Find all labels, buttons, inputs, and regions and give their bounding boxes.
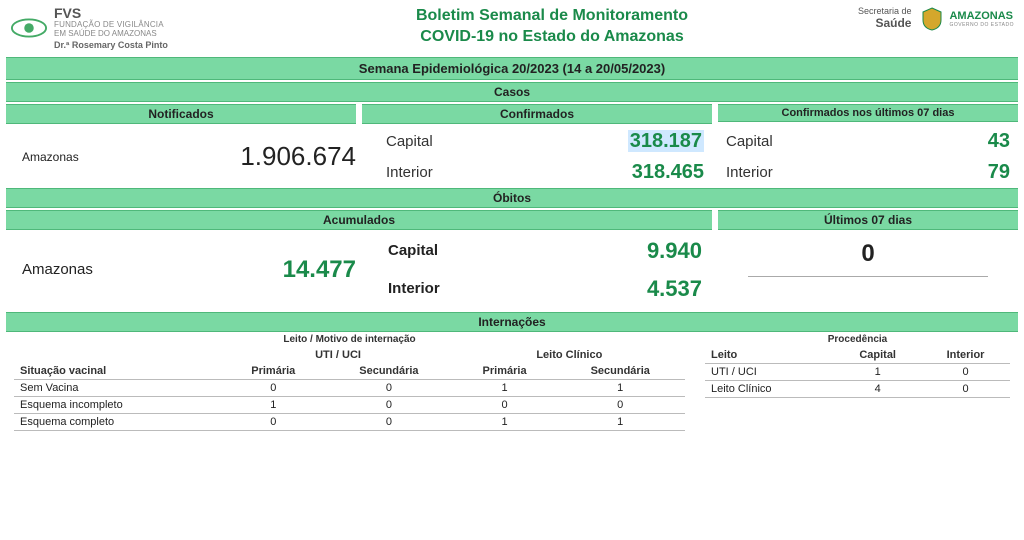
table-row: Sem Vacina 0 0 1 1 — [14, 379, 685, 396]
header: FVS FUNDAÇÃO DE VIGILÂNCIA EM SAÚDE DO A… — [0, 0, 1024, 55]
uti-hdr: UTI / UCI — [222, 347, 453, 363]
acum-hdr: Acumulados — [6, 210, 712, 230]
obitos-amazonas-lbl: Amazonas — [22, 261, 93, 278]
org-line2: EM SAÚDE DO AMAZONAS — [54, 30, 168, 39]
obitos-capital-lbl: Capital — [388, 242, 438, 259]
conf7-hdr: Confirmados nos últimos 07 dias — [718, 104, 1018, 122]
saude-top: Secretaria de — [858, 6, 912, 16]
notif-amazonas-lbl: Amazonas — [22, 150, 79, 164]
table-row: UTI / UCI 1 0 — [705, 363, 1010, 380]
table-row: Leito Clínico 4 0 — [705, 380, 1010, 397]
page-title: Boletim Semanal de Monitoramento COVID-1… — [270, 6, 834, 48]
cli-primaria-hdr: Primária — [454, 363, 556, 380]
conf-capital-lbl: Capital — [386, 133, 433, 150]
proced-hdr: Procedência — [705, 334, 1010, 347]
org-abbrev: FVS — [54, 6, 168, 21]
week-band: Semana Epidemiológica 20/2023 (14 a 20/0… — [6, 57, 1018, 80]
saude-main: Saúde — [858, 17, 912, 30]
obitos-interior-val: 4.537 — [647, 276, 702, 302]
eye-icon — [10, 15, 48, 41]
ult7-hdr: Últimos 07 dias — [718, 210, 1018, 230]
situacao-hdr: Situação vacinal — [14, 363, 222, 380]
title-line2: COVID-19 no Estado do Amazonas — [270, 27, 834, 48]
casos-band: Casos — [6, 82, 1018, 102]
amazonas-sub: GOVERNO DO ESTADO — [949, 22, 1014, 28]
conf-interior-val: 318.465 — [632, 161, 704, 184]
conf7-capital-lbl: Capital — [726, 133, 773, 150]
clinico-hdr: Leito Clínico — [454, 347, 685, 363]
logo-fvs: FVS FUNDAÇÃO DE VIGILÂNCIA EM SAÚDE DO A… — [10, 6, 270, 51]
obitos-ult7-val: 0 — [748, 232, 988, 277]
obitos-capital-val: 9.940 — [647, 238, 702, 264]
org-name: Dr.ª Rosemary Costa Pinto — [54, 41, 168, 51]
conf-interior-lbl: Interior — [386, 164, 433, 181]
uti-primaria-hdr: Primária — [222, 363, 324, 380]
obitos-band: Óbitos — [6, 188, 1018, 208]
leito-hdr: Leito — [705, 347, 834, 364]
proc-capital-hdr: Capital — [834, 347, 921, 364]
crest-icon — [919, 6, 945, 32]
leito-motivo-hdr: Leito / Motivo de internação — [14, 334, 685, 347]
intern-left-table: Leito / Motivo de internação UTI / UCI L… — [14, 334, 685, 431]
obitos-total: 14.477 — [283, 256, 356, 284]
logo-right: Secretaria de Saúde AMAZONAS GOVERNO DO … — [834, 6, 1014, 32]
notif-hdr: Notificados — [6, 104, 356, 124]
conf-capital-val: 318.187 — [628, 130, 704, 152]
cli-secundaria-hdr: Secundária — [555, 363, 685, 380]
table-row: Esquema incompleto 1 0 0 0 — [14, 396, 685, 413]
conf-hdr: Confirmados — [362, 104, 712, 124]
conf7-capital-val: 43 — [988, 130, 1010, 153]
uti-secundaria-hdr: Secundária — [324, 363, 454, 380]
proc-interior-hdr: Interior — [921, 347, 1010, 364]
title-line1: Boletim Semanal de Monitoramento — [270, 6, 834, 27]
conf7-interior-val: 79 — [988, 161, 1010, 184]
table-row: Esquema completo 0 0 1 1 — [14, 413, 685, 430]
obitos-interior-lbl: Interior — [388, 280, 440, 297]
notif-value: 1.906.674 — [240, 141, 356, 172]
amazonas-label: AMAZONAS — [949, 10, 1014, 22]
intern-right-table: Procedência Leito Capital Interior UTI /… — [705, 334, 1010, 431]
conf7-interior-lbl: Interior — [726, 164, 773, 181]
intern-band: Internações — [6, 312, 1018, 332]
